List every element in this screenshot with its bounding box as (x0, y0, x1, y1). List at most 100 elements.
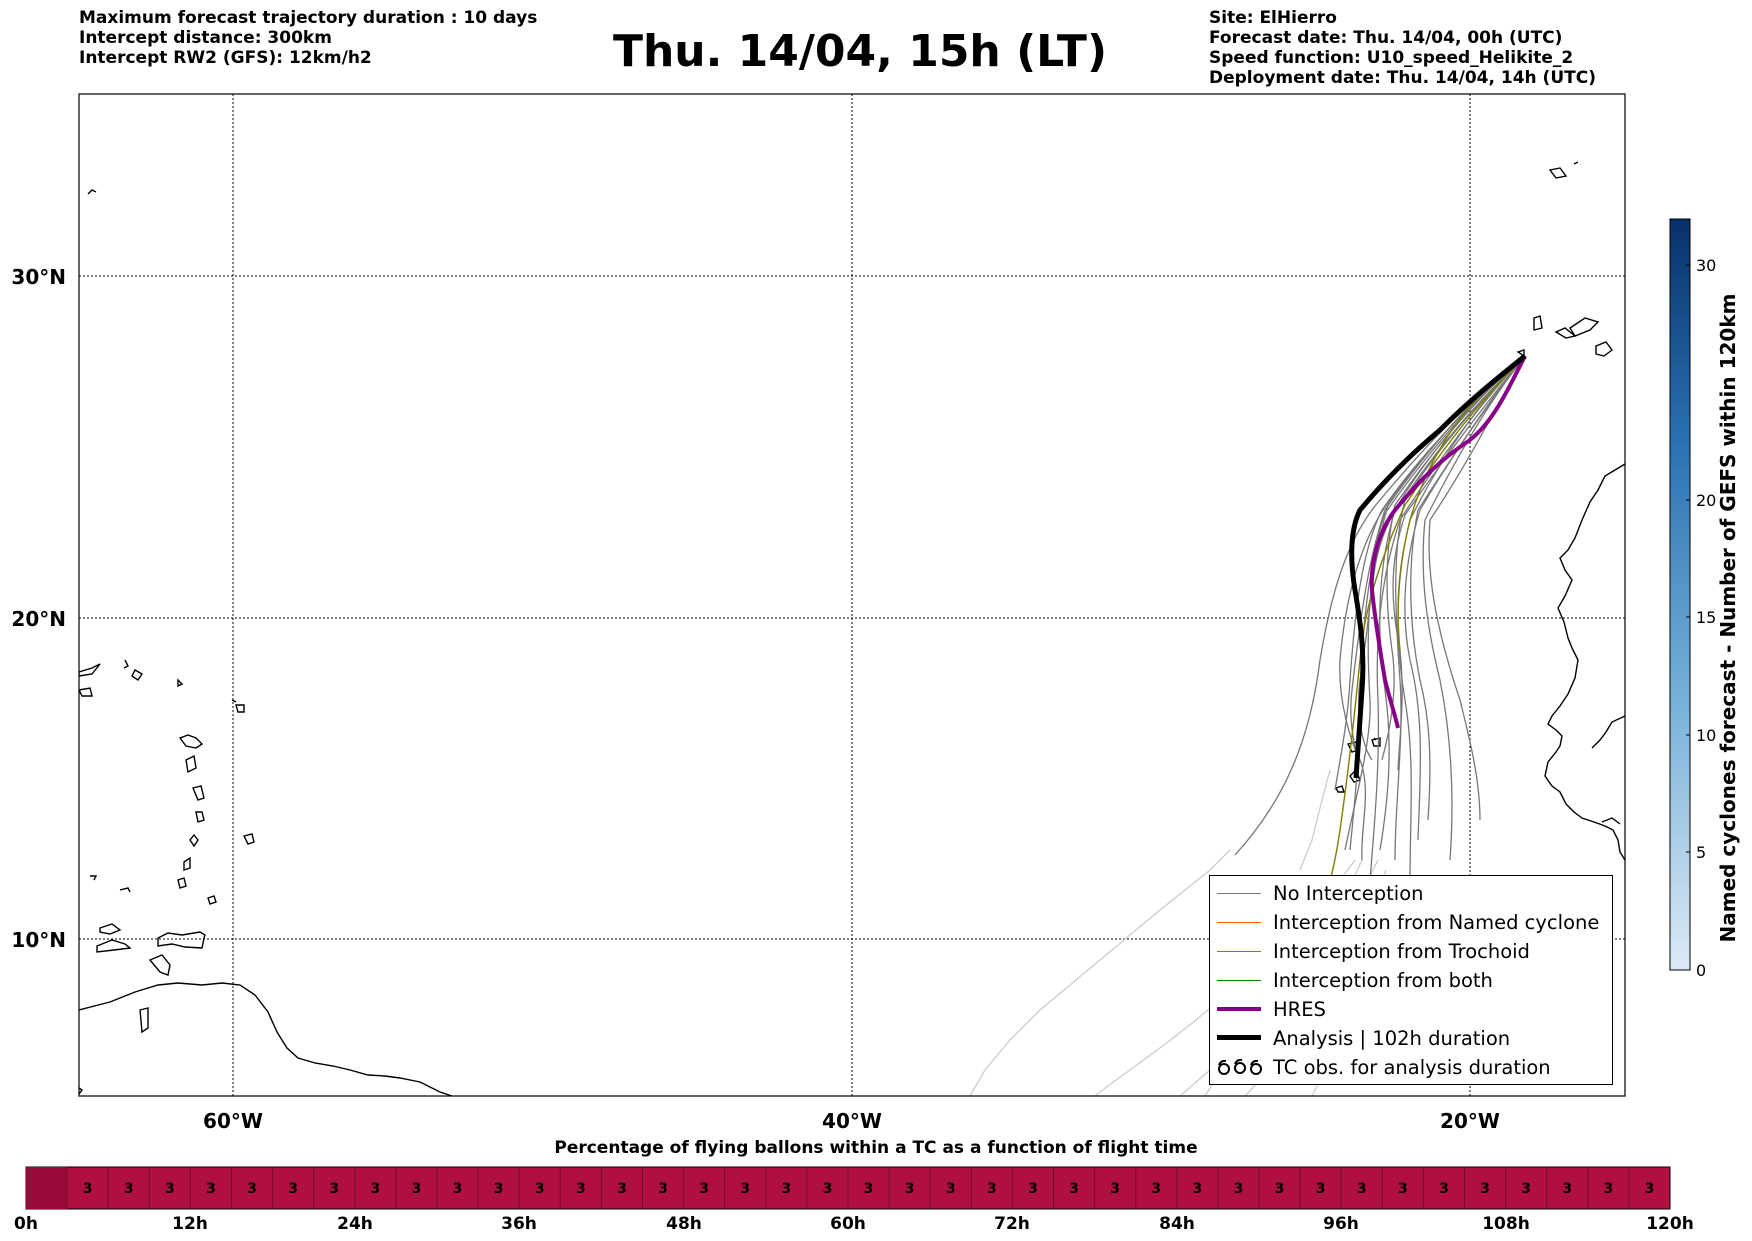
thick-purple-line-icon (1217, 1007, 1261, 1011)
timeline-cell-value: 3 (165, 1181, 175, 1197)
timeline-cell-value: 3 (1028, 1181, 1038, 1197)
timeline-cell-value: 3 (987, 1181, 997, 1197)
header-info-right: Site: ElHierro Forecast date: Thu. 14/04… (1209, 8, 1596, 88)
thin-green-line-icon (1217, 980, 1261, 981)
timeline-cell-value: 3 (1357, 1181, 1367, 1197)
coastline-trinidad (157, 931, 206, 949)
timeline-cell-value: 3 (1069, 1181, 1079, 1197)
thin-olive-line-icon (1217, 951, 1261, 952)
timeline-cell-value: 3 (329, 1181, 339, 1197)
header-line-duration: Maximum forecast trajectory duration : 1… (79, 8, 538, 28)
timeline-tick-24h: 24h (337, 1214, 373, 1234)
header-line-deployment-date: Deployment date: Thu. 14/04, 14h (UTC) (1209, 68, 1596, 88)
header-line-speed-function: Speed function: U10_speed_Helikite_2 (1209, 48, 1574, 68)
coastline-lesser-antilles (178, 734, 204, 749)
lon-tick-40w: 40°W (822, 1109, 882, 1133)
timeline-bar: 3 3 3 3 3 3 3 3 3 3 3 3 3 3 3 3 3 3 3 3 3 3 3 3 3 3 3 3 3 3 3 3 3 3 3 3 3 3 3 (25, 1166, 1671, 1210)
timeline-cell-value: 3 (781, 1181, 791, 1197)
map-legend: No Interception Interception from Named … (1209, 875, 1613, 1085)
timeline-cell-value: 3 (1398, 1181, 1408, 1197)
timeline-tick-120h: 120h (1646, 1214, 1694, 1234)
timeline-cell-value: 3 (370, 1181, 380, 1197)
lon-tick-20w: 20°W (1440, 1109, 1500, 1133)
legend-label: Interception from Trochoid (1273, 940, 1530, 963)
legend-item-analysis: Analysis | 102h duration (1210, 1025, 1612, 1053)
timeline-cell-value: 3 (124, 1181, 134, 1197)
timeline-cell-value: 3 (823, 1181, 833, 1197)
legend-item-tc-obs: TC obs. for analysis duration (1210, 1054, 1612, 1082)
timeline-cell-value: 3 (1645, 1181, 1655, 1197)
timeline-cell-value: 3 (1151, 1181, 1161, 1197)
timeline-tick-96h: 96h (1323, 1214, 1359, 1234)
coastline-madeira (1548, 167, 1568, 179)
colorbar-tick-20: 20 (1696, 491, 1716, 510)
colorbar-tick-10: 10 (1696, 726, 1716, 745)
coastlines (79, 161, 1625, 1096)
colorbar-gradient (1669, 218, 1691, 971)
legend-item-named-cyclone: Interception from Named cyclone (1210, 909, 1612, 937)
timeline-cell-value: 3 (1562, 1181, 1572, 1197)
timeline-cell-value: 3 (1521, 1181, 1531, 1197)
timeline-cell-value: 3 (1316, 1181, 1326, 1197)
thin-gray-line-icon (1217, 893, 1261, 894)
coastline-south-america (79, 982, 453, 1096)
legend-item-hres: HRES (1210, 996, 1612, 1024)
timeline-cell-value: 3 (905, 1181, 915, 1197)
timeline-cell-value: 3 (617, 1181, 627, 1197)
timeline-cell-value: 3 (1603, 1181, 1613, 1197)
trajectory-hres (1369, 355, 1527, 729)
legend-item-no-interception: No Interception (1210, 880, 1612, 908)
timeline-tick-108h: 108h (1482, 1214, 1530, 1234)
timeline-cell-value: 3 (288, 1181, 298, 1197)
coastline-canary-islands (1554, 327, 1577, 339)
timeline-tick-36h: 36h (501, 1214, 537, 1234)
map-gridlines (79, 94, 1625, 1096)
timeline-cells: 3 3 3 3 3 3 3 3 3 3 3 3 3 3 3 3 3 3 3 3 3 3 3 3 3 3 3 3 3 3 3 3 3 3 3 3 3 3 3 (66, 1167, 1655, 1209)
timeline-cell-value: 3 (864, 1181, 874, 1197)
legend-item-both: Interception from both (1210, 967, 1612, 995)
timeline-cell-value: 3 (576, 1181, 586, 1197)
timeline-cell-value: 3 (206, 1181, 216, 1197)
timeline-tick-72h: 72h (994, 1214, 1030, 1234)
colorbar-tick-15: 15 (1696, 608, 1716, 627)
colorbar-title: Named cyclones forecast - Number of GEFS… (1716, 293, 1740, 943)
colorbar-tick-30: 30 (1696, 256, 1716, 275)
page-title: Thu. 14/04, 15h (LT) (612, 26, 1108, 77)
thin-orange-line-icon (1217, 922, 1261, 923)
timeline-cell-value: 3 (247, 1181, 257, 1197)
legend-label: TC obs. for analysis duration (1273, 1056, 1551, 1079)
lat-tick-20n: 20°N (11, 607, 66, 631)
thick-black-line-icon (1217, 1035, 1261, 1040)
legend-label: Interception from both (1273, 969, 1493, 992)
timeline-tick-60h: 60h (830, 1214, 866, 1234)
timeline-cell-value: 3 (494, 1181, 504, 1197)
timeline-cell-value: 3 (1439, 1181, 1449, 1197)
timeline-cell-value: 3 (658, 1181, 668, 1197)
timeline-tick-84h: 84h (1159, 1214, 1195, 1234)
colorbar: 0 5 10 15 20 30 (1669, 218, 1716, 980)
timeline-first-cell (26, 1167, 67, 1209)
header-line-site: Site: ElHierro (1209, 8, 1337, 28)
timeline-cell-value: 3 (412, 1181, 422, 1197)
header-line-forecast-date: Forecast date: Thu. 14/04, 00h (UTC) (1209, 28, 1563, 48)
cyclone-symbols-icon (1218, 1058, 1262, 1075)
timeline-cell-value: 3 (453, 1181, 463, 1197)
timeline-tick-0h: 0h (14, 1214, 38, 1234)
header-info-left: Maximum forecast trajectory duration : 1… (79, 8, 537, 68)
lon-tick-60w: 60°W (203, 1109, 263, 1133)
timeline-cell-value: 3 (699, 1181, 709, 1197)
timeline-cell-value: 3 (946, 1181, 956, 1197)
map-content (79, 161, 1625, 1096)
legend-label: Interception from Named cyclone (1273, 911, 1600, 934)
timeline-tick-48h: 48h (666, 1214, 702, 1234)
coastline-caribbean-islands (79, 663, 101, 677)
coastline-africa (1544, 463, 1625, 861)
trajectories-no-interception (1234, 355, 1526, 881)
legend-label: Analysis | 102h duration (1273, 1027, 1511, 1050)
legend-label: No Interception (1273, 882, 1424, 905)
timeline-cell-value: 3 (1480, 1181, 1490, 1197)
legend-item-trochoid: Interception from Trochoid (1210, 938, 1612, 966)
header-line-distance: Intercept distance: 300km (79, 28, 332, 48)
timeline-cell-value: 3 (1192, 1181, 1202, 1197)
